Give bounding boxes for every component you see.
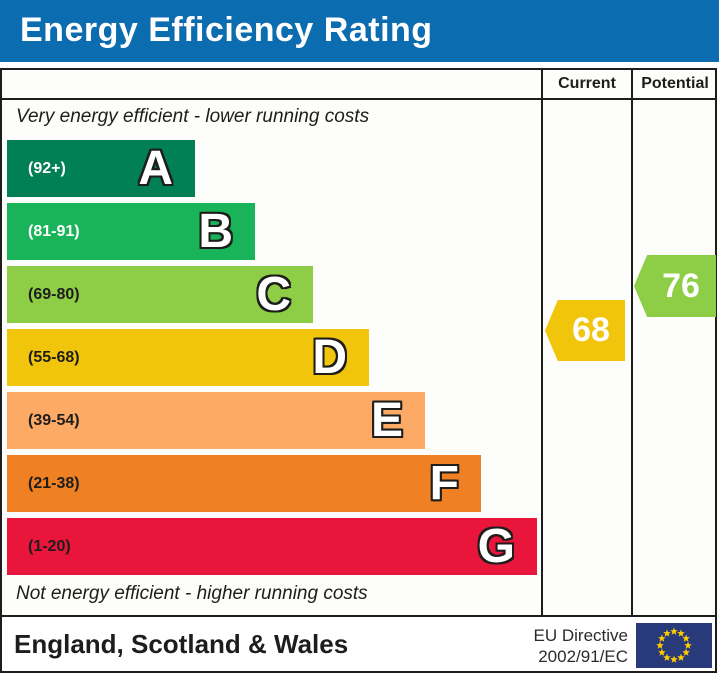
band-range-label: (69-80): [28, 285, 80, 303]
eu-directive-line2: 2002/91/EC: [538, 647, 628, 666]
potential-rating-value: 76: [662, 266, 700, 305]
bottom-caption: Not energy efficient - higher running co…: [16, 583, 368, 604]
band-letter: B: [198, 205, 233, 258]
current-column-header: Current: [558, 75, 616, 92]
band-row-d: (55-68) D: [7, 329, 369, 386]
band-letter: A: [138, 142, 173, 195]
header-separator-line: [0, 98, 717, 100]
current-rating-arrow: 68: [545, 300, 625, 361]
top-caption: Very energy efficient - lower running co…: [16, 106, 370, 127]
potential-column-line: [631, 68, 633, 617]
eu-directive-label: EU Directive 2002/91/EC: [440, 625, 628, 667]
footer-frame: [0, 617, 717, 673]
footer-region-label: England, Scotland & Wales: [14, 629, 349, 659]
band-range-label: (55-68): [28, 348, 80, 366]
band-letter: E: [370, 394, 403, 447]
band-letter: G: [477, 520, 515, 573]
band-row-e: (39-54) E: [7, 392, 425, 449]
band-row-f: (21-38) F: [7, 455, 481, 512]
potential-column-header: Potential: [641, 75, 709, 92]
eu-directive-line1: EU Directive: [533, 626, 628, 645]
band-letter: C: [256, 268, 291, 321]
band-range-label: (21-38): [28, 474, 80, 492]
band-row-g: (1-20) G: [7, 518, 537, 575]
band-row-b: (81-91) B: [7, 203, 255, 260]
band-letter: F: [429, 457, 459, 510]
potential-rating-arrow: 76: [634, 255, 716, 317]
band-range-label: (81-91): [28, 222, 80, 240]
band-range-label: (1-20): [28, 537, 71, 555]
page-title: Energy Efficiency Rating: [20, 11, 433, 49]
current-rating-value: 68: [572, 311, 610, 349]
title-bar: Energy Efficiency Rating: [0, 0, 719, 62]
band-row-c: (69-80) C: [7, 266, 313, 323]
current-column-line: [541, 68, 543, 617]
band-letter: D: [312, 331, 347, 384]
band-range-label: (39-54): [28, 411, 80, 429]
eu-flag-icon: [636, 623, 712, 668]
band-row-a: (92+) A: [7, 140, 195, 197]
band-range-label: (92+): [28, 159, 66, 177]
